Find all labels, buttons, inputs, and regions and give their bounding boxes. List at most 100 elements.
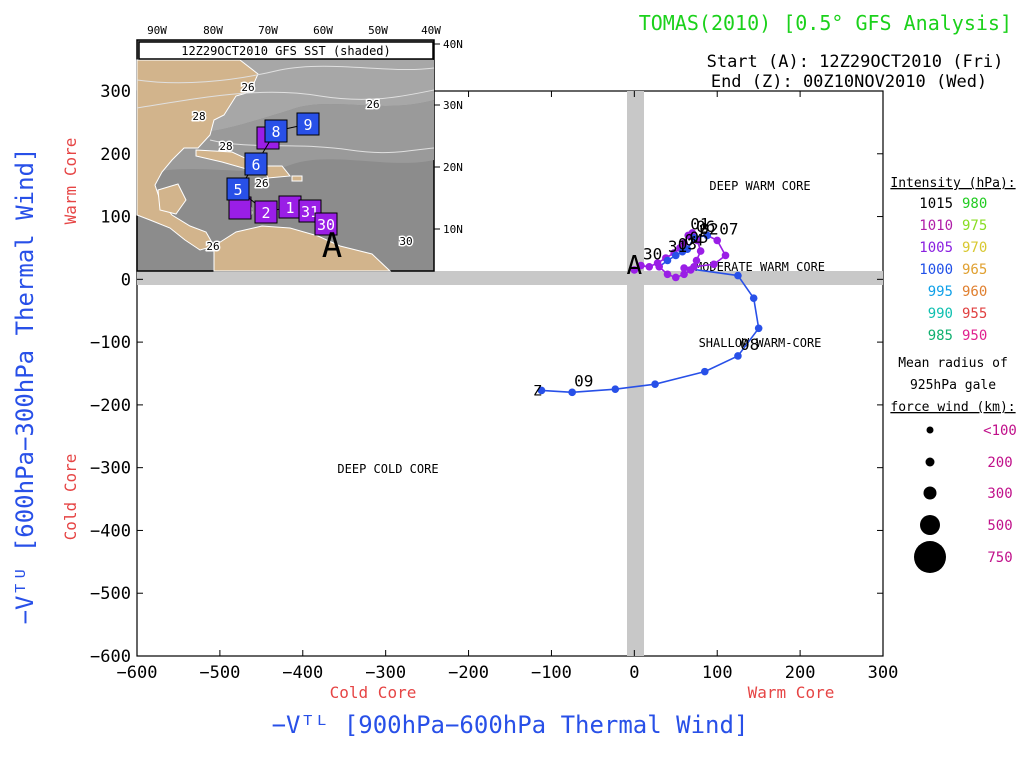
track-point <box>537 386 546 395</box>
legend-intensity-value: 970 <box>962 240 987 256</box>
legend-intensity-value: 995 <box>928 284 953 300</box>
zero-band-horizontal <box>137 271 883 285</box>
track-point <box>692 256 701 265</box>
legend-intensity-value: 950 <box>962 328 987 344</box>
track-point <box>749 294 758 302</box>
legend-intensity-value: 965 <box>962 262 987 278</box>
inset-longitude-label: 40W <box>421 24 441 37</box>
legend-radius-label: 200 <box>987 455 1012 471</box>
inset-title: 12Z29OCT2010 GFS SST (shaded) <box>181 44 391 58</box>
track-point <box>721 251 730 260</box>
inset-track-box-label: 9 <box>303 116 312 134</box>
track-point <box>754 324 763 333</box>
inset-track-box-label: 5 <box>233 181 242 199</box>
x-axis-title: −Vᵀᴸ [900hPa−600hPa Thermal Wind] <box>272 711 749 739</box>
inset-longitude-labels: 90W 80W 70W 60W 50W 40W <box>147 24 441 37</box>
track-point <box>651 380 659 388</box>
inset-longitude-label: 70W <box>258 24 278 37</box>
y-tick-label: 300 <box>100 82 131 102</box>
x-axis-warm-core-label: Warm Core <box>748 683 835 702</box>
legend-intensity-value: 960 <box>962 284 987 300</box>
track-point <box>683 245 692 253</box>
inset-latitude-label: 40N <box>443 38 463 51</box>
track-point <box>630 266 639 274</box>
legend-intensity-value: 1005 <box>919 240 953 256</box>
y-axis-title: −Vᵀᵁ [600hPa−300hPa Thermal Wind] <box>11 148 39 625</box>
end-time: End (Z): 00Z10NOV2010 (Wed) <box>711 72 987 92</box>
y-tick-label: 100 <box>100 208 131 228</box>
inset-land-puerto-rico <box>291 175 303 182</box>
track-date-label: 31 <box>668 237 687 256</box>
x-tick-label: −600 <box>117 663 158 683</box>
inset-latitude-labels: 40N 30N 20N 10N <box>434 38 463 236</box>
inset-track-box-label: 6 <box>251 156 260 174</box>
y-tick-label: 0 <box>121 270 131 290</box>
legend-intensity-value: 985 <box>928 328 953 344</box>
inset-contour-label: 28 <box>219 140 232 153</box>
inset-track-box <box>244 152 268 176</box>
track-point <box>734 271 742 280</box>
legend-radius-title-2: 925hPa gale <box>910 378 996 393</box>
x-tick-label: −200 <box>448 663 489 683</box>
inset-contour-label: 26 <box>366 98 379 111</box>
inset-latitude-label: 10N <box>443 223 463 236</box>
track-point <box>680 239 688 247</box>
inset-longitude-label: 50W <box>368 24 388 37</box>
track-segment <box>615 383 656 390</box>
track-date-label: 08 <box>740 335 759 354</box>
track-point <box>671 251 680 260</box>
track-date-label: 04 <box>684 231 703 250</box>
track-segment <box>541 389 573 394</box>
track-segment <box>704 355 739 373</box>
legend-radius-label: <100 <box>983 423 1017 439</box>
track-point <box>645 262 654 271</box>
inset-land-south-america <box>213 225 392 272</box>
x-tick-label: −500 <box>199 663 240 683</box>
track-date-label: 02 <box>699 219 718 238</box>
legend-radius-dot <box>920 515 940 535</box>
inset-track-box <box>264 119 288 143</box>
legend-radius-label: 500 <box>987 518 1012 534</box>
legend-radius-dot <box>926 426 934 434</box>
inset-land-yucatan <box>157 183 187 215</box>
track-point <box>690 234 698 242</box>
track-point <box>700 367 709 376</box>
track-date-label: 07 <box>719 219 738 238</box>
region-deep-cold-core: DEEP COLD CORE <box>337 462 438 476</box>
inset-track-box <box>296 112 320 136</box>
x-axis-cold-core-label: Cold Core <box>330 683 417 702</box>
track-point <box>637 261 645 270</box>
chart-title: TOMAS(2010) [0.5° GFS Analysis] <box>639 11 1012 35</box>
inset-latitude-label: 20N <box>443 161 463 174</box>
track-segment <box>737 275 755 299</box>
inset-track-box <box>314 212 338 236</box>
y-tick-label: −100 <box>90 333 131 353</box>
x-tick-label: 100 <box>702 663 733 683</box>
zero-band-vertical <box>627 91 644 656</box>
region-moderate-warm-core: MODERATE WARM CORE <box>695 260 825 274</box>
legend-intensity-value: 1010 <box>919 218 953 234</box>
start-time: Start (A): 12Z29OCT2010 (Fri) <box>707 52 1004 72</box>
legend-radius-dot <box>925 457 935 467</box>
legend-intensity-value: 1000 <box>919 262 953 278</box>
inset-contour-label: 26 <box>241 81 254 94</box>
track-date-label: 05 <box>689 228 708 247</box>
track-point <box>703 231 712 240</box>
region-shallow-warm-core: SHALLOW WARM-CORE <box>699 336 822 350</box>
track-point <box>696 247 705 255</box>
track-point <box>655 262 663 271</box>
x-tick-label: −100 <box>531 663 572 683</box>
legend-radius-label: 300 <box>987 486 1012 502</box>
inset-track-box-label: 1 <box>285 199 294 217</box>
x-tick-label: 200 <box>785 663 816 683</box>
inset-track-box <box>254 200 278 224</box>
track-segment <box>752 298 760 329</box>
track-point <box>690 262 698 271</box>
y-tick-label: 200 <box>100 145 131 165</box>
x-tick-label: −400 <box>282 663 323 683</box>
inset-track-box-label: 2 <box>261 204 270 222</box>
track-date-label: 06 <box>696 217 715 236</box>
track-start-marker: A <box>627 251 643 281</box>
